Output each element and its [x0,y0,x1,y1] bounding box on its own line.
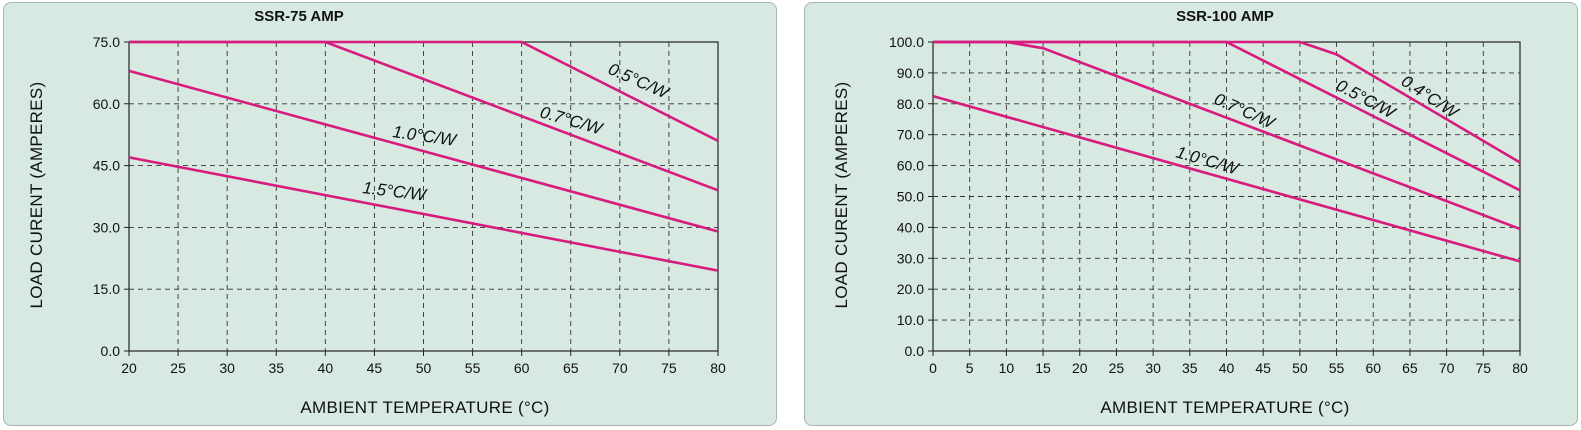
x-tick-label: 80 [1512,360,1528,376]
y-tick-label: 70.0 [897,127,924,143]
plot-area: 20 25 30 35 40 45 50 55 60 65 70 75 80 0.0 15.0 30.0 45.… [93,34,726,376]
y-tick-label: 100.0 [889,34,924,50]
x-tick-label: 60 [1365,360,1381,376]
y-axis-label: LOAD CURENT (AMPERES) [27,81,46,308]
chart-title: SSR-75 AMP [254,8,343,25]
chart-panel-ssr-100: 0 5 10 15 20 25 30 35 40 45 50 55 60 65 70 75 80 0.0 10.0 2… [804,2,1578,426]
x-tick-label: 35 [1182,360,1198,376]
plot-area: 0 5 10 15 20 25 30 35 40 45 50 55 60 65 70 75 80 0.0 10.0 2… [889,34,1528,376]
chart-ssr-100: 0 5 10 15 20 25 30 35 40 45 50 55 60 65 70 75 80 0.0 10.0 2… [832,8,1528,417]
x-tick-label: 25 [1109,360,1125,376]
y-tick-label: 75.0 [93,34,120,50]
y-tick-label: 15.0 [93,281,120,297]
x-tick-label: 50 [416,360,432,376]
series-line-1-0 [932,94,1521,263]
y-tick-label: 0.0 [101,343,121,359]
x-tick-label: 15 [1035,360,1051,376]
x-tick-label: 35 [268,360,284,376]
y-tick-label: 40.0 [897,219,924,235]
series-label-0-7: 0.7°C/W [1211,89,1279,133]
x-tick-label: 75 [661,360,677,376]
series-label-0-5: 0.5°C/W [605,59,673,103]
y-tick-label: 60.0 [897,158,924,174]
x-tick-label: 55 [1329,360,1345,376]
y-tick-label: 60.0 [93,96,120,112]
x-tick-label: 40 [1219,360,1235,376]
y-tick-label: 0.0 [905,343,925,359]
y-tick-label: 30.0 [93,219,120,235]
series-line-0-7 [129,40,719,192]
y-tick-label: 45.0 [93,158,120,174]
x-axis-label: AMBIENT TEMPERATURE (°C) [300,398,549,417]
series-line-1-0 [128,69,719,233]
x-axis-label: AMBIENT TEMPERATURE (°C) [1100,398,1349,417]
x-tick-label: 70 [612,360,628,376]
x-tick-label: 10 [999,360,1015,376]
series-label-1-5: 1.5°C/W [362,178,429,205]
x-tick-label: 20 [121,360,137,376]
x-tick-label: 5 [966,360,974,376]
x-tick-label: 60 [514,360,530,376]
y-tick-label: 90.0 [897,65,924,81]
y-tick-label: 80.0 [897,96,924,112]
x-tick-label: 65 [1402,360,1418,376]
x-tick-label: 75 [1476,360,1492,376]
y-tick-label: 20.0 [897,281,924,297]
series-line-0-7 [933,40,1521,231]
x-tick-label: 20 [1072,360,1088,376]
x-tick-label: 30 [219,360,235,376]
y-tick-label: 10.0 [897,312,924,328]
x-tick-label: 65 [563,360,579,376]
chart-panel-ssr-75: 20 25 30 35 40 45 50 55 60 65 70 75 80 0.0 15.0 30.0 45.… [3,2,777,426]
x-tick-label: 45 [367,360,383,376]
x-tick-label: 25 [170,360,186,376]
x-tick-label: 30 [1145,360,1161,376]
chart-title: SSR-100 AMP [1176,8,1274,25]
x-tick-label: 70 [1439,360,1455,376]
series-line-1-5 [128,156,719,272]
y-tick-label: 50.0 [897,189,924,205]
chart-ssr-75: 20 25 30 35 40 45 50 55 60 65 70 75 80 0.0 15.0 30.0 45.… [27,8,726,417]
x-tick-label: 0 [929,360,937,376]
y-tick-label: 30.0 [897,250,924,266]
series-line-0-5 [933,40,1521,192]
x-tick-label: 45 [1255,360,1271,376]
y-axis-label: LOAD CURENT (AMPERES) [832,81,851,308]
series-label-0-7: 0.7°C/W [538,103,606,139]
x-tick-label: 80 [710,360,726,376]
x-tick-label: 40 [318,360,334,376]
x-tick-label: 50 [1292,360,1308,376]
x-tick-label: 55 [465,360,481,376]
